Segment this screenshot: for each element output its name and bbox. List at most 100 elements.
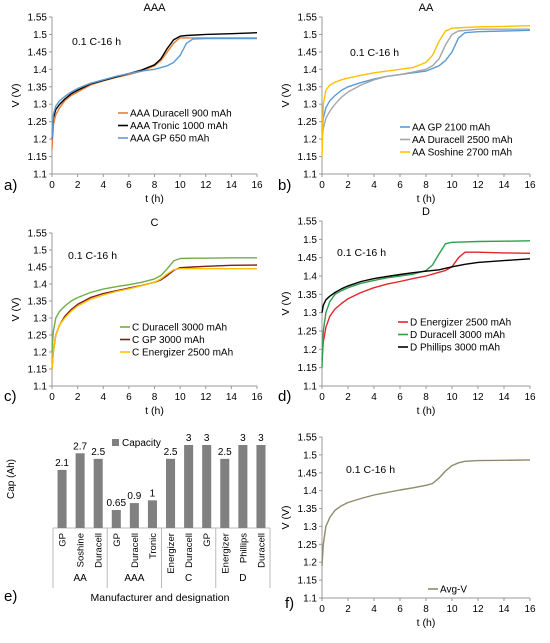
x-tick-label: 14 (226, 180, 238, 191)
group-label: AA (73, 573, 87, 584)
x-tick-label: 14 (226, 392, 238, 403)
bar-value-label: 3 (258, 433, 264, 444)
bar-value-label: 3 (240, 433, 246, 444)
legend-label: Capacity (122, 438, 161, 449)
category-label: Duracell (184, 533, 195, 568)
bar (238, 445, 248, 528)
y-tick-label: 1.35 (298, 290, 318, 301)
y-tick-label: 1.55 (28, 229, 48, 240)
x-tick-label: 12 (472, 604, 484, 615)
x-tick-label: 8 (423, 604, 429, 615)
x-axis-label: t (h) (417, 617, 436, 629)
x-tick-label: 14 (498, 180, 510, 191)
category-label: Duracell (94, 533, 105, 568)
y-tick-label: 1.25 (28, 331, 48, 342)
x-tick-label: 6 (397, 392, 403, 403)
y-tick-label: 1.3 (303, 308, 317, 319)
y-tick-label: 1.55 (298, 13, 318, 24)
x-tick-label: 2 (75, 180, 81, 191)
bar (93, 458, 103, 528)
category-label: Energizer (220, 533, 231, 574)
y-tick-label: 1.5 (303, 30, 317, 41)
x-tick-label: 6 (397, 604, 403, 615)
bar-value-label: 2.5 (164, 447, 178, 458)
bar (111, 510, 121, 528)
bar (147, 500, 157, 528)
y-tick-label: 1.2 (303, 135, 317, 146)
y-tick-label: 1.45 (298, 253, 318, 264)
y-tick-label: 1.45 (298, 47, 318, 58)
y-axis-label: V (V) (280, 292, 292, 316)
bar-value-label: 1 (150, 488, 156, 499)
legend-label: AAA GP 650 mAh (130, 134, 209, 145)
x-tick-label: 0 (49, 180, 55, 191)
group-label: AAA (124, 573, 144, 584)
x-axis-label: t (h) (145, 193, 164, 205)
legend-label: D Duracell 3000 mAh (410, 330, 505, 341)
y-tick-label: 1.4 (33, 65, 47, 76)
x-tick-label: 8 (423, 180, 429, 191)
y-tick-label: 1.2 (33, 135, 47, 146)
panel-d: D 1.1 1.15 1.2 1.25 1.3 1.35 1.4 1.45 1.5 1.55 0 2 4 6… (278, 206, 536, 417)
panel-letter: e) (4, 588, 17, 605)
x-tick-label: 14 (498, 392, 510, 403)
y-tick-label: 1.5 (303, 450, 317, 461)
series-line-3 (51, 268, 257, 370)
x-tick-label: 8 (152, 180, 158, 191)
category-label: Energizer (166, 533, 177, 574)
legend-label: Avg-V (440, 585, 467, 596)
category-label: Duracell (130, 533, 141, 568)
x-axis-label: t (h) (145, 405, 164, 417)
panel-e: 2.1 GP 2.7 Soshine 2.5 Duracell 0.65 GP 0.9 Durac… (4, 433, 271, 605)
bar (166, 458, 176, 528)
y-tick-label: 1.3 (303, 522, 317, 533)
y-tick-label: 1.35 (28, 297, 48, 308)
series-line-1 (321, 29, 531, 133)
y-tick-label: 1.55 (298, 217, 318, 228)
legend-label: AA Duracell 2500 mAh (412, 135, 513, 146)
y-tick-label: 1.3 (303, 100, 317, 111)
y-tick-label: 1.25 (298, 540, 318, 551)
bar (220, 458, 230, 528)
y-tick-label: 1.2 (303, 345, 317, 356)
category-label: GP (58, 533, 69, 547)
legend-label: C GP 3000 mAh (132, 335, 205, 346)
bar (202, 445, 212, 528)
bar-value-label: 2.5 (91, 447, 105, 458)
bar (184, 445, 194, 528)
x-tick-label: 0 (319, 604, 325, 615)
y-tick-label: 1.3 (33, 314, 47, 325)
legend-label: AA GP 2100 mAh (412, 123, 490, 134)
panel-b: AA 1.1 1.15 1.2 1.25 1.3 1.35 1.4 1.45 1.5 1.55 0 2 4… (278, 2, 536, 205)
x-tick-label: 6 (126, 180, 132, 191)
x-tick-label: 8 (423, 392, 429, 403)
panel-f: 1.1 1.15 1.2 1.25 1.3 1.35 1.4 1.45 1.5 1.55 0 2 4 6 8… (280, 433, 536, 630)
series-line-2 (321, 240, 531, 368)
x-tick-label: 12 (200, 180, 212, 191)
x-tick-label: 4 (371, 392, 377, 403)
legend-label: D Energizer 2500 mAh (410, 318, 511, 329)
x-tick-label: 10 (175, 392, 187, 403)
y-tick-label: 1.35 (298, 504, 318, 515)
panel-letter: a) (4, 177, 17, 194)
panel-c: C 1.1 1.15 1.2 1.25 1.3 1.35 1.4 1.45 1.5 1.55 0 2 4 6… (4, 217, 263, 417)
panel-a: AAA 1.1 1.15 1.2 1.25 1.3 1.35 1.4 1.45 1.5 1.55 0 2… (4, 2, 263, 205)
series-line-2 (321, 28, 530, 140)
y-tick-label: 1.35 (28, 82, 48, 93)
legend-label: AAA Tronic 1000 mAh (130, 121, 228, 132)
x-tick-label: 10 (446, 180, 458, 191)
x-tick-label: 10 (446, 392, 458, 403)
y-tick-label: 1.55 (28, 13, 48, 24)
y-tick-label: 1.15 (298, 152, 318, 163)
legend-label: AA Soshine 2700 mAh (412, 148, 512, 159)
bar-value-label: 0.9 (127, 491, 141, 502)
group-label: D (239, 573, 246, 584)
y-tick-label: 1.25 (298, 327, 318, 338)
x-tick-label: 16 (251, 180, 263, 191)
legend-label: D Phillips 3000 mAh (410, 343, 500, 354)
x-tick-label: 0 (49, 392, 55, 403)
annotation-text: 0.1 C-16 h (337, 247, 386, 259)
annotation-text: 0.1 C-16 h (72, 36, 121, 48)
x-tick-label: 8 (152, 392, 158, 403)
